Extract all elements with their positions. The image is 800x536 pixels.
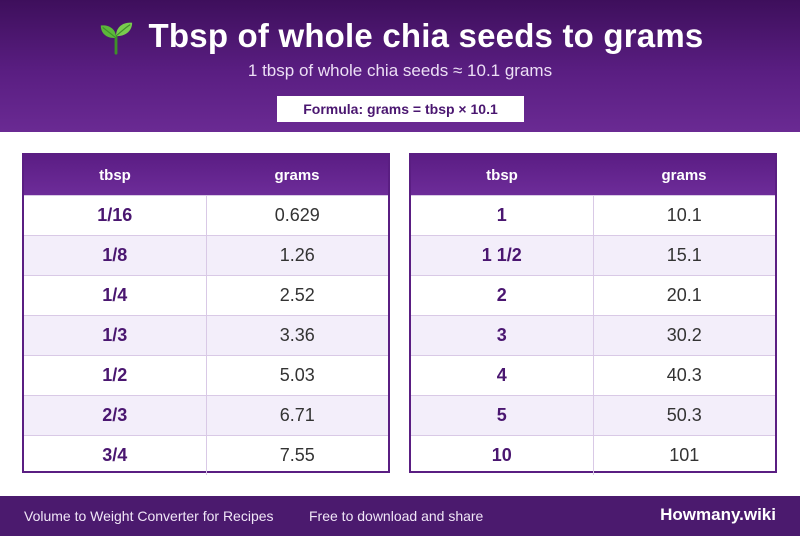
column-header-tbsp: tbsp (486, 166, 518, 184)
conversion-table-left: tbsp grams 1/16 0.629 1/8 1.26 1/4 2.52 … (22, 153, 390, 475)
tbsp-cell: 1 1/2 (411, 236, 594, 275)
header: Tbsp of whole chia seeds to grams 1 tbsp… (0, 0, 800, 132)
table-row: 10 101 (411, 435, 775, 475)
grams-cell: 40.3 (666, 365, 702, 385)
grams-cell: 10.1 (666, 205, 702, 225)
grams-cell: 6.71 (279, 405, 315, 425)
grams-cell: 0.629 (274, 205, 320, 225)
formula-badge: Formula: grams = tbsp × 10.1 (277, 96, 524, 122)
conversion-table-right: tbsp grams 1 10.1 1 1/2 15.1 2 20.1 3 30… (409, 153, 777, 475)
tbsp-cell: 4 (411, 356, 594, 395)
table-row: 1/8 1.26 (24, 235, 388, 275)
tbsp-cell: 3 (411, 316, 594, 355)
table-row: 4 40.3 (411, 355, 775, 395)
page-subtitle: 1 tbsp of whole chia seeds ≈ 10.1 grams (247, 61, 553, 80)
table-header: tbsp grams (411, 155, 775, 195)
tbsp-cell: 1 (411, 196, 594, 235)
table-row: 5 50.3 (411, 395, 775, 435)
column-header-grams: grams (661, 166, 707, 184)
grams-cell: 7.55 (279, 445, 315, 465)
grams-cell: 15.1 (666, 245, 702, 265)
tbsp-cell: 10 (411, 436, 594, 475)
grams-cell: 1.26 (279, 245, 315, 265)
table-row: 1/4 2.52 (24, 275, 388, 315)
grams-cell: 5.03 (279, 365, 315, 385)
footer-tool-name: Volume to Weight Converter for Recipes (24, 508, 274, 524)
table-row: 1/16 0.629 (24, 195, 388, 235)
grams-cell: 2.52 (279, 285, 315, 305)
table-row: 1 1/2 15.1 (411, 235, 775, 275)
table-row: 3/4 7.55 (24, 435, 388, 475)
tbsp-cell: 2 (411, 276, 594, 315)
sprout-icon (100, 22, 132, 55)
title-row: Tbsp of whole chia seeds to grams (0, 14, 800, 58)
tbsp-cell: 2/3 (24, 396, 207, 435)
table-row: 2 20.1 (411, 275, 775, 315)
table-header: tbsp grams (24, 155, 388, 195)
table-row: 1 10.1 (411, 195, 775, 235)
tbsp-cell: 1/2 (24, 356, 207, 395)
grams-cell: 3.36 (279, 325, 315, 345)
grams-cell: 101 (669, 445, 700, 465)
page-title: Tbsp of whole chia seeds to grams (148, 17, 704, 54)
tbsp-cell: 3/4 (24, 436, 207, 475)
grams-cell: 20.1 (666, 285, 702, 305)
tbsp-cell: 1/3 (24, 316, 207, 355)
table-row: 3 30.2 (411, 315, 775, 355)
grams-cell: 30.2 (666, 325, 702, 345)
tbsp-cell: 1/16 (24, 196, 207, 235)
table-row: 1/3 3.36 (24, 315, 388, 355)
table-row: 2/3 6.71 (24, 395, 388, 435)
footer-tagline: Free to download and share (309, 508, 484, 524)
column-header-grams: grams (274, 166, 320, 184)
grams-cell: 50.3 (666, 405, 702, 425)
tbsp-cell: 1/4 (24, 276, 207, 315)
brand-logo[interactable]: Howmany.wiki (660, 505, 776, 524)
tbsp-cell: 1/8 (24, 236, 207, 275)
table-row: 1/2 5.03 (24, 355, 388, 395)
tbsp-cell: 5 (411, 396, 594, 435)
column-header-tbsp: tbsp (99, 166, 131, 184)
footer: Volume to Weight Converter for Recipes F… (0, 496, 800, 536)
